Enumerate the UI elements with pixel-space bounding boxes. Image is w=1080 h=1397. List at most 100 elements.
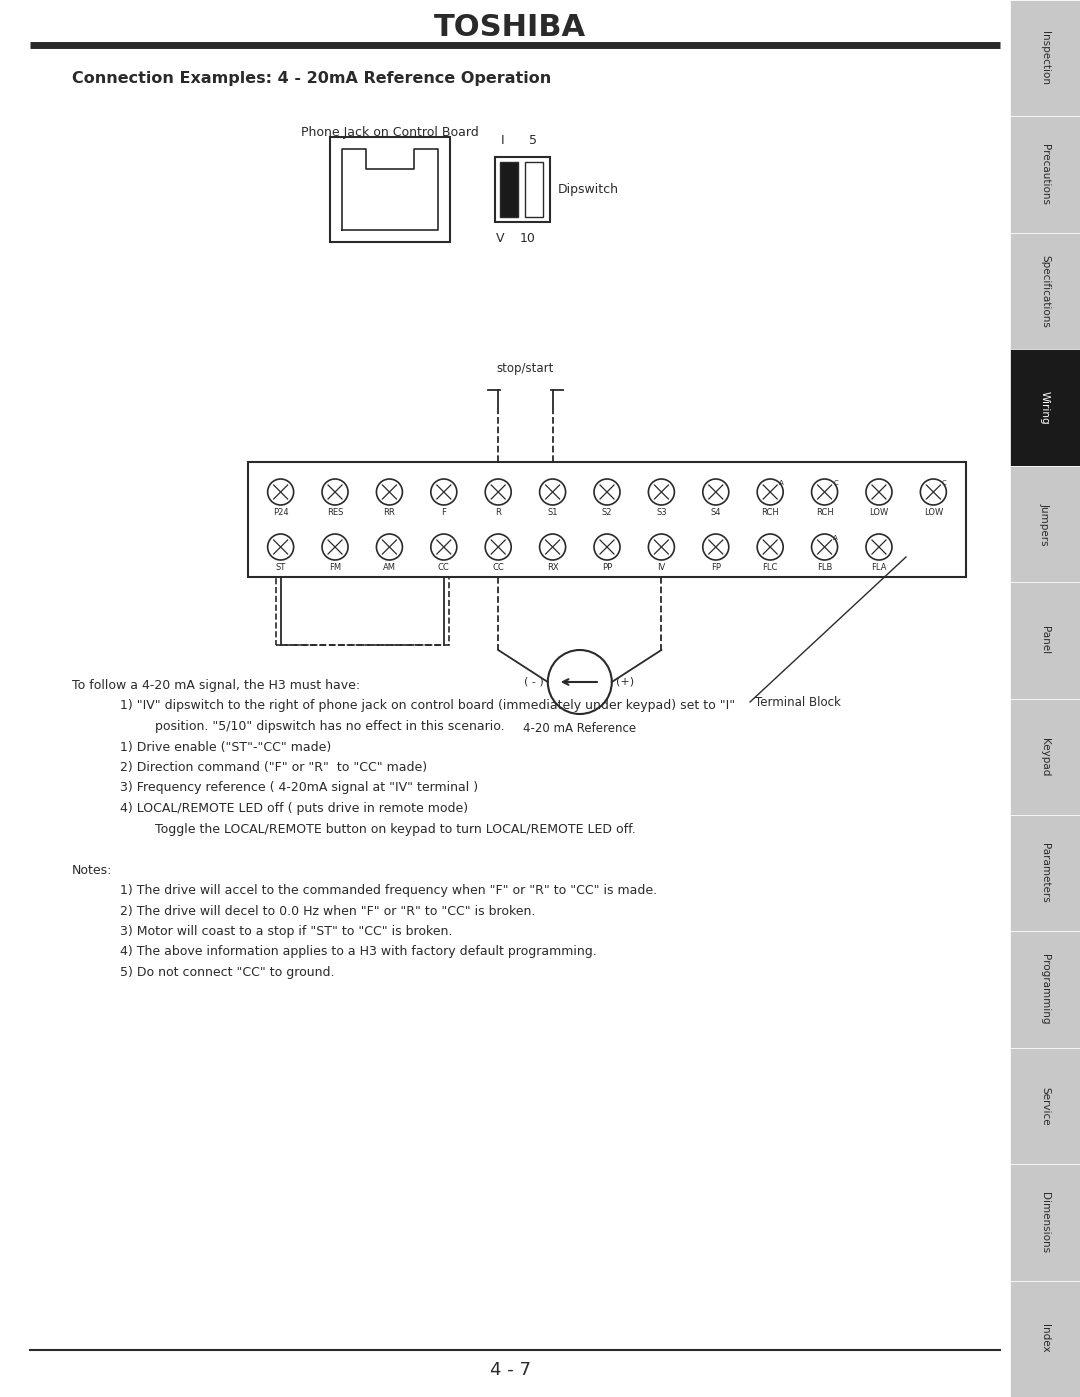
Circle shape [268, 479, 294, 504]
Bar [1010, 1281, 1080, 1397]
Text: Notes:: Notes: [72, 863, 112, 876]
Text: ( - ): ( - ) [524, 678, 544, 687]
Text: S3: S3 [656, 509, 666, 517]
Circle shape [431, 479, 457, 504]
Bar [1010, 583, 1080, 698]
Text: CC: CC [438, 563, 449, 571]
Text: FLB: FLB [816, 563, 833, 571]
Text: I: I [501, 134, 504, 147]
Circle shape [866, 534, 892, 560]
Text: RCH: RCH [761, 509, 779, 517]
Bar [330, 137, 450, 242]
Circle shape [757, 534, 783, 560]
Text: FP: FP [711, 563, 720, 571]
Circle shape [594, 479, 620, 504]
Text: RES: RES [327, 509, 343, 517]
Circle shape [540, 534, 566, 560]
Circle shape [648, 534, 674, 560]
Text: (+): (+) [616, 678, 634, 687]
Circle shape [548, 650, 611, 714]
Bar [1010, 698, 1080, 814]
Bar [1010, 116, 1080, 233]
Text: FM: FM [329, 563, 341, 571]
Text: Specifications: Specifications [1040, 254, 1050, 327]
Text: Keypad: Keypad [1040, 738, 1050, 775]
Bar [1010, 233, 1080, 349]
Text: 5) Do not connect "CC" to ground.: 5) Do not connect "CC" to ground. [120, 965, 335, 979]
Bar [1010, 465, 1080, 583]
Text: Panel: Panel [1040, 626, 1050, 654]
Text: Index: Index [1040, 1324, 1050, 1354]
Bar [500, 162, 518, 217]
Text: 1) The drive will accel to the commanded frequency when "F" or "R" to "CC" is ma: 1) The drive will accel to the commanded… [120, 884, 657, 897]
Text: LOW: LOW [869, 509, 889, 517]
Circle shape [377, 479, 403, 504]
Text: ST: ST [275, 563, 286, 571]
Text: position. "5/10" dipswitch has no effect in this scenario.: position. "5/10" dipswitch has no effect… [156, 719, 504, 733]
Text: Inspection: Inspection [1040, 31, 1050, 85]
Bar [495, 156, 550, 222]
Bar [1010, 814, 1080, 932]
Text: 4-20 mA Reference: 4-20 mA Reference [523, 722, 636, 735]
Circle shape [703, 479, 729, 504]
Circle shape [322, 534, 348, 560]
Text: Programming: Programming [1040, 954, 1050, 1025]
Circle shape [322, 479, 348, 504]
Circle shape [485, 479, 511, 504]
Text: Phone Jack on Control Board: Phone Jack on Control Board [301, 126, 478, 138]
Text: Service: Service [1040, 1087, 1050, 1125]
Text: To follow a 4-20 mA signal, the H3 must have:: To follow a 4-20 mA signal, the H3 must … [72, 679, 360, 692]
Text: C: C [833, 481, 838, 486]
Text: AM: AM [383, 563, 396, 571]
Text: Dipswitch: Dipswitch [558, 183, 619, 196]
Text: RX: RX [546, 563, 558, 571]
Text: PP: PP [602, 563, 612, 571]
Circle shape [811, 479, 838, 504]
Text: 5: 5 [529, 134, 537, 147]
Text: TOSHIBA: TOSHIBA [434, 13, 586, 42]
Text: 1) Drive enable ("ST"-"CC" made): 1) Drive enable ("ST"-"CC" made) [120, 740, 332, 753]
Text: Parameters: Parameters [1040, 844, 1050, 902]
Text: R: R [496, 509, 501, 517]
Text: 1) "IV" dipswitch to the right of phone jack on control board (immediately under: 1) "IV" dipswitch to the right of phone … [120, 700, 735, 712]
Text: RR: RR [383, 509, 395, 517]
Text: stop/start: stop/start [497, 362, 554, 374]
Text: 4) LOCAL/REMOTE LED off ( puts drive in remote mode): 4) LOCAL/REMOTE LED off ( puts drive in … [120, 802, 468, 814]
Bar [1010, 1048, 1080, 1164]
Text: Jumpers: Jumpers [1040, 503, 1050, 545]
Bar [1010, 349, 1080, 465]
Bar [1010, 1164, 1080, 1281]
Text: Precautions: Precautions [1040, 144, 1050, 205]
Text: S1: S1 [548, 509, 558, 517]
Bar [275, 577, 449, 645]
Text: A: A [779, 481, 784, 486]
Text: Wiring: Wiring [1040, 391, 1050, 425]
Text: C: C [942, 481, 947, 486]
Text: LOW: LOW [923, 509, 943, 517]
Circle shape [431, 534, 457, 560]
Circle shape [703, 534, 729, 560]
Text: P24: P24 [273, 509, 288, 517]
Circle shape [268, 534, 294, 560]
Text: F: F [442, 509, 446, 517]
Circle shape [540, 479, 566, 504]
Circle shape [866, 479, 892, 504]
Text: Dimensions: Dimensions [1040, 1192, 1050, 1253]
Circle shape [485, 534, 511, 560]
Text: S2: S2 [602, 509, 612, 517]
Text: S4: S4 [711, 509, 721, 517]
Text: FLA: FLA [872, 563, 887, 571]
Text: 4 - 7: 4 - 7 [489, 1361, 530, 1379]
Text: V: V [496, 232, 504, 244]
Circle shape [920, 479, 946, 504]
Text: RCH: RCH [815, 509, 834, 517]
Circle shape [594, 534, 620, 560]
Text: 3) Motor will coast to a stop if "ST" to "CC" is broken.: 3) Motor will coast to a stop if "ST" to… [120, 925, 453, 937]
Text: Toggle the LOCAL/REMOTE button on keypad to turn LOCAL/REMOTE LED off.: Toggle the LOCAL/REMOTE button on keypad… [156, 823, 636, 835]
Bar [525, 162, 543, 217]
Text: FLC: FLC [762, 563, 778, 571]
Text: 4) The above information applies to a H3 with factory default programming.: 4) The above information applies to a H3… [120, 946, 597, 958]
Text: A: A [833, 535, 838, 541]
Circle shape [757, 479, 783, 504]
Bar [1010, 932, 1080, 1048]
